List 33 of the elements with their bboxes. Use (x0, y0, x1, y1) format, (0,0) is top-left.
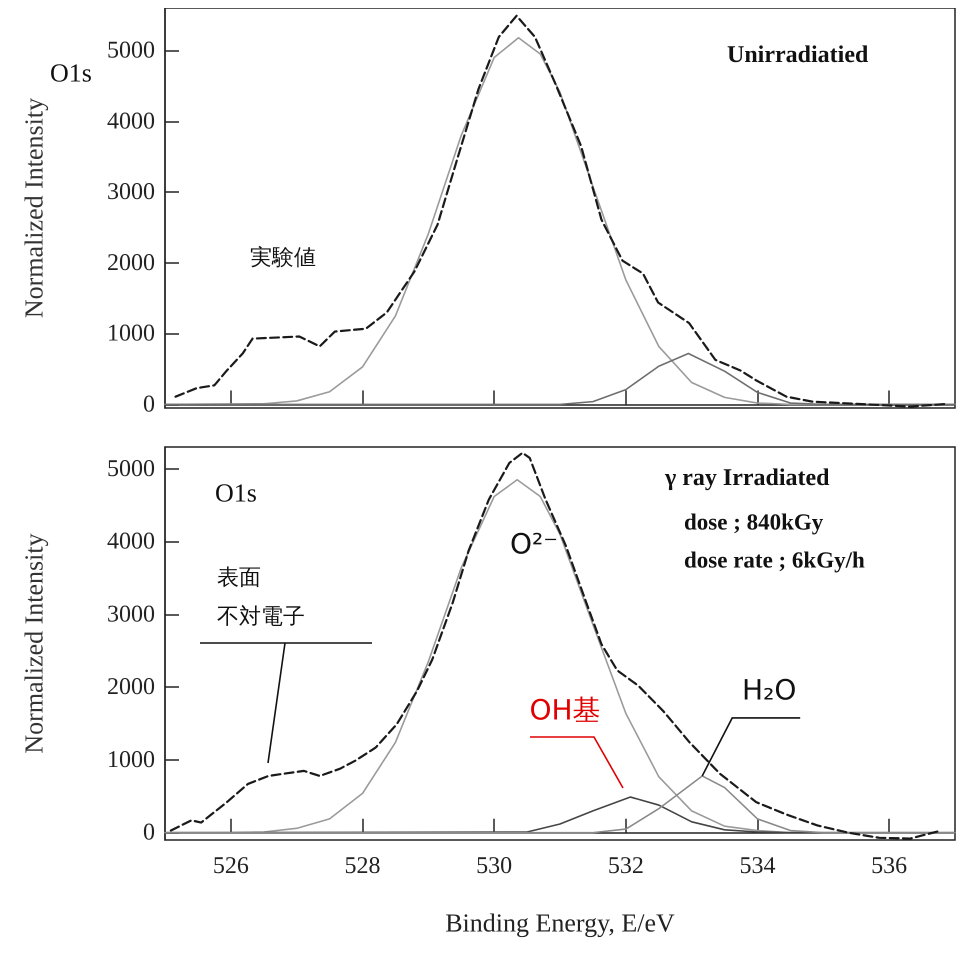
y-tick-label: 3000 (107, 601, 155, 628)
annotation: O1s (215, 478, 257, 508)
annotation: 不対電子 (217, 604, 305, 630)
y-tick-label: 3000 (107, 179, 155, 206)
y-tick-label: 2000 (107, 674, 155, 700)
annotation: Unirradiatied (727, 42, 869, 68)
x-tick-label: 528 (344, 853, 380, 879)
x-axis-title: Binding Energy, E/eV (445, 908, 676, 938)
annotation: O²⁻ (510, 528, 558, 560)
y-tick-label: 5000 (107, 37, 155, 64)
y-tick-label: 1000 (107, 746, 155, 773)
y-tick-label: 0 (143, 820, 155, 846)
text: O1s (50, 58, 92, 88)
x-tick-label: 532 (608, 853, 644, 879)
annotation: dose ; 840kGy (684, 510, 824, 534)
x-tick-label: 530 (476, 853, 512, 879)
annotation: OH基 (529, 694, 601, 726)
y-axis-title: Normalized Intensity (20, 533, 48, 754)
x-tick-label: 526 (212, 853, 249, 879)
annotation: H₂O (742, 673, 796, 706)
y-axis-title: Normalized Intensity (20, 98, 48, 318)
annotation: 実験値 (250, 246, 316, 270)
y-tick-label: 4000 (107, 108, 155, 134)
annotation: γ ray Irradiated (664, 465, 830, 491)
x-tick-label: 536 (871, 853, 908, 879)
y-tick-label: 5000 (107, 456, 155, 482)
y-tick-label: 1000 (107, 320, 155, 347)
y-tick-label: 2000 (107, 250, 155, 276)
y-tick-label: 0 (143, 391, 155, 418)
x-tick-label: 534 (740, 853, 776, 879)
annotation: dose rate ; 6kGy/h (684, 548, 866, 572)
annotation: 表面 (217, 566, 261, 590)
y-tick-label: 4000 (107, 528, 155, 555)
